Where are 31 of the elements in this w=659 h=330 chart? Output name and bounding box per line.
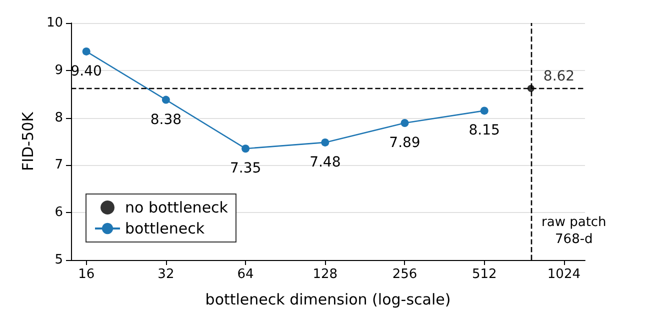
x-tick-label: 1024 bbox=[547, 267, 580, 282]
y-tick-label: 7 bbox=[54, 158, 63, 173]
data-label: 7.48 bbox=[310, 154, 341, 170]
x-tick-label: 32 bbox=[158, 267, 174, 282]
point bbox=[242, 144, 250, 153]
data-label: 8.15 bbox=[468, 122, 500, 139]
y-axis-title: FID-50K bbox=[19, 110, 38, 171]
data-label: 8.38 bbox=[150, 112, 182, 128]
y-tick-label: 6 bbox=[54, 205, 63, 220]
point bbox=[480, 106, 488, 115]
x-axis-title: bottleneck dimension (log-scale) bbox=[205, 290, 451, 308]
point bbox=[400, 119, 409, 128]
data-label: 9.40 bbox=[70, 63, 102, 80]
y-tick-label: 5 bbox=[54, 252, 63, 268]
x-tick-label: 256 bbox=[392, 267, 418, 282]
data-label: 7.89 bbox=[389, 135, 420, 152]
point bbox=[321, 138, 330, 146]
point bbox=[162, 96, 170, 104]
x-tick-label: 512 bbox=[472, 267, 497, 282]
point bbox=[82, 47, 90, 56]
legend-label: no bottleneck bbox=[125, 198, 228, 216]
y-tick-label: 9 bbox=[54, 62, 63, 78]
y-tick-label: 10 bbox=[46, 16, 63, 30]
legend-label: bottleneck bbox=[125, 220, 205, 238]
data-label: 8.62 bbox=[543, 68, 575, 84]
ref-line-label: raw patch 768-d bbox=[542, 215, 606, 247]
x-tick-label: 16 bbox=[78, 267, 95, 282]
y-tick-label: 8 bbox=[54, 110, 63, 126]
data-label: 7.35 bbox=[230, 160, 262, 177]
x-tick-label: 64 bbox=[237, 267, 254, 282]
x-tick-label: 128 bbox=[312, 267, 338, 282]
